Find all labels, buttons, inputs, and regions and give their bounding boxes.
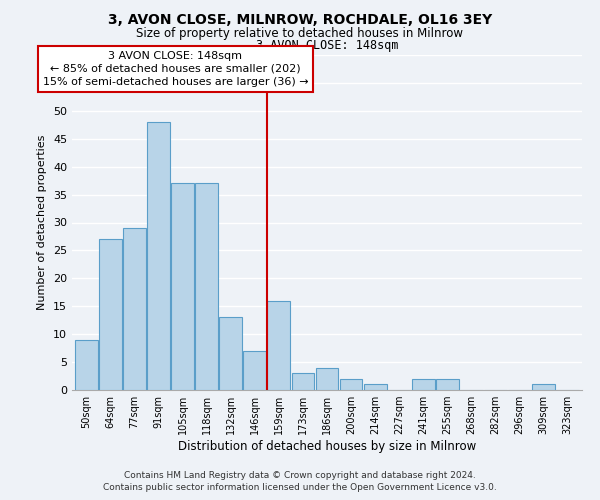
Y-axis label: Number of detached properties: Number of detached properties	[37, 135, 47, 310]
Bar	[364, 384, 386, 390]
Bar	[147, 122, 170, 390]
Bar	[123, 228, 146, 390]
Bar	[412, 379, 434, 390]
Bar	[340, 379, 362, 390]
Text: 3 AVON CLOSE: 148sqm
← 85% of detached houses are smaller (202)
15% of semi-deta: 3 AVON CLOSE: 148sqm ← 85% of detached h…	[43, 51, 308, 87]
Bar	[292, 373, 314, 390]
Bar	[220, 318, 242, 390]
Bar	[436, 379, 459, 390]
Bar	[532, 384, 555, 390]
Bar	[195, 184, 218, 390]
Bar	[99, 240, 122, 390]
Text: Size of property relative to detached houses in Milnrow: Size of property relative to detached ho…	[137, 28, 464, 40]
Text: Contains HM Land Registry data © Crown copyright and database right 2024.
Contai: Contains HM Land Registry data © Crown c…	[103, 471, 497, 492]
Bar	[268, 300, 290, 390]
Text: 3 AVON CLOSE: 148sqm: 3 AVON CLOSE: 148sqm	[256, 38, 398, 52]
Bar	[75, 340, 98, 390]
Bar	[171, 184, 194, 390]
Text: 3, AVON CLOSE, MILNROW, ROCHDALE, OL16 3EY: 3, AVON CLOSE, MILNROW, ROCHDALE, OL16 3…	[108, 12, 492, 26]
X-axis label: Distribution of detached houses by size in Milnrow: Distribution of detached houses by size …	[178, 440, 476, 453]
Bar	[316, 368, 338, 390]
Bar	[244, 351, 266, 390]
